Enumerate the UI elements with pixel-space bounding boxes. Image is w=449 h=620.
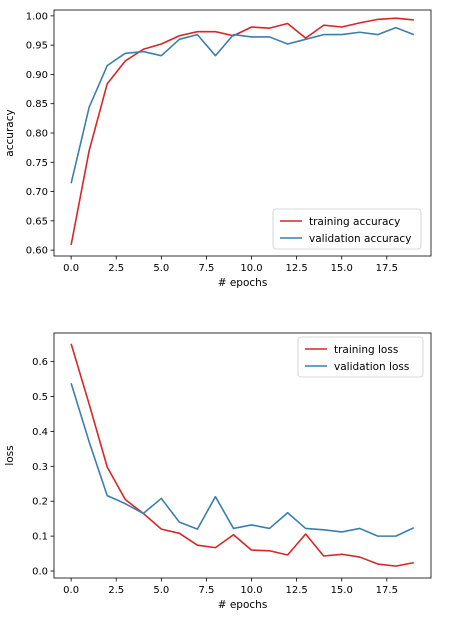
series-line-validation-accuracy xyxy=(70,26,415,184)
y-tick-label: 0.95 xyxy=(26,41,48,52)
y-tick-label: 1.00 xyxy=(26,11,48,22)
y-tick-label: 0.1 xyxy=(32,532,48,543)
x-tick-label: 0.0 xyxy=(63,585,79,596)
y-axis-label: accuracy xyxy=(4,109,16,156)
y-tick-label: 0.0 xyxy=(32,567,48,578)
y-tick-label: 0.2 xyxy=(32,497,48,508)
y-tick-label: 0.65 xyxy=(26,216,48,227)
y-tick-label: 0.85 xyxy=(26,99,48,110)
legend-box xyxy=(272,208,422,250)
x-tick-label: 15.0 xyxy=(331,585,353,596)
series-line-training-loss xyxy=(70,343,415,567)
plot-frame xyxy=(53,332,432,579)
x-tick-label: 10.0 xyxy=(240,585,262,596)
x-tick-label: 2.5 xyxy=(108,585,124,596)
x-tick-label: 5.0 xyxy=(153,263,169,274)
legend: training loss validation loss xyxy=(297,336,424,378)
y-tick-label: 0.6 xyxy=(32,357,48,368)
y-tick-label: 0.75 xyxy=(26,158,48,169)
x-tick-label: 17.5 xyxy=(376,585,398,596)
series-line-training-accuracy xyxy=(70,17,414,246)
y-tick-label: 0.5 xyxy=(32,392,48,403)
y-axis-label: loss xyxy=(4,445,16,465)
x-tick-label: 5.0 xyxy=(153,585,169,596)
legend-label: validation loss xyxy=(334,361,409,373)
x-tick-label: 17.5 xyxy=(376,263,398,274)
x-tick-label: 10.0 xyxy=(240,263,262,274)
chart-1: 0.0 2.5 5.0 7.5 10.0 12.5 15.0 17.5 0.60 0.65 0.70… xyxy=(4,9,432,289)
chart-2: 0.0 2.5 5.0 7.5 10.0 12.5 15.0 17.5 0.0 0.1 0.2 0.3… xyxy=(4,332,432,611)
y-tick-label: 0.60 xyxy=(26,246,48,257)
legend-label: training loss xyxy=(334,344,398,356)
x-axis-label: # epochs xyxy=(218,277,268,289)
x-tick-label: 7.5 xyxy=(198,263,214,274)
legend: training accuracy validation accuracy xyxy=(272,208,422,250)
x-tick-label: 0.0 xyxy=(63,263,79,274)
y-tick-label: 0.90 xyxy=(26,70,48,81)
y-tick-label: 0.70 xyxy=(26,187,48,198)
x-axis-label: # epochs xyxy=(218,599,268,611)
legend-label: training accuracy xyxy=(309,216,400,228)
y-tick-label: 0.4 xyxy=(32,427,48,438)
x-tick-label: 7.5 xyxy=(198,585,214,596)
x-tick-label: 12.5 xyxy=(285,585,307,596)
y-tick-label: 0.80 xyxy=(26,129,48,140)
legend-box xyxy=(297,336,424,378)
series-line-validation-loss xyxy=(70,383,415,537)
y-tick-label: 0.3 xyxy=(32,462,48,473)
x-tick-label: 2.5 xyxy=(108,263,124,274)
x-tick-label: 12.5 xyxy=(285,263,307,274)
x-tick-label: 15.0 xyxy=(331,263,353,274)
legend-label: validation accuracy xyxy=(309,233,411,245)
